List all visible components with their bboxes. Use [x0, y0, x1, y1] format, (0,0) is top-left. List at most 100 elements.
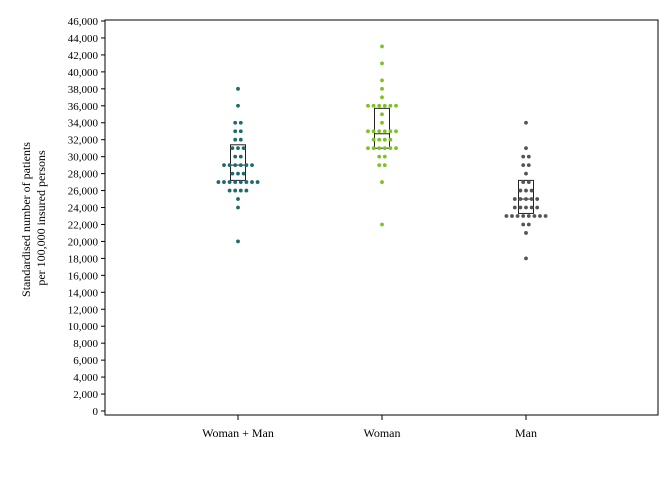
- data-point: [518, 205, 523, 210]
- data-point: [388, 137, 393, 142]
- x-category-label: Woman: [363, 426, 400, 440]
- data-point: [244, 188, 249, 193]
- data-point: [233, 180, 238, 184]
- y-tick-label: 36,000: [68, 101, 99, 113]
- y-tick-label: 14,000: [68, 287, 99, 299]
- data-point: [371, 103, 376, 108]
- data-point: [216, 180, 221, 184]
- data-point: [233, 154, 238, 159]
- data-point: [504, 214, 509, 218]
- y-tick-label: 38,000: [68, 84, 99, 96]
- data-point: [371, 129, 376, 134]
- y-tick-label: 10,000: [68, 321, 99, 333]
- data-point: [377, 137, 382, 142]
- data-point: [230, 171, 235, 176]
- data-point: [227, 188, 232, 193]
- data-point: [394, 103, 398, 108]
- y-tick-label: 46,000: [68, 16, 99, 28]
- data-point: [377, 129, 382, 134]
- data-point: [238, 120, 243, 125]
- data-point: [535, 205, 540, 210]
- data-point: [380, 86, 384, 91]
- x-axis: Woman + Man Woman Man: [202, 415, 537, 440]
- data-point: [380, 78, 384, 83]
- y-tick-label: 30,000: [68, 152, 99, 164]
- data-point: [521, 163, 526, 168]
- data-point: [377, 146, 382, 151]
- data-point: [382, 154, 387, 159]
- data-point: [526, 154, 531, 159]
- data-point: [238, 163, 243, 168]
- data-points: [216, 44, 548, 261]
- data-point: [380, 180, 384, 184]
- data-point: [238, 188, 243, 193]
- data-point: [238, 137, 243, 142]
- data-point: [371, 137, 376, 142]
- data-point: [529, 188, 534, 193]
- data-point: [366, 103, 370, 108]
- y-tick-label: 22,000: [68, 219, 99, 231]
- data-point: [380, 61, 384, 66]
- data-point: [532, 214, 537, 218]
- y-tick-label: 42,000: [68, 50, 99, 62]
- y-axis-title: Standardised number of patients per 100,…: [19, 139, 48, 297]
- data-point: [535, 197, 540, 201]
- data-point: [371, 146, 376, 151]
- data-point: [230, 146, 235, 151]
- data-point: [380, 95, 384, 100]
- y-axis-title-line-1: Standardised number of patients: [19, 142, 33, 297]
- data-point: [382, 146, 387, 151]
- data-point: [244, 163, 249, 168]
- data-point: [524, 205, 528, 210]
- data-point: [524, 146, 528, 151]
- data-point: [238, 180, 243, 184]
- data-point: [524, 171, 528, 176]
- data-point: [526, 180, 531, 184]
- data-point: [538, 214, 542, 218]
- data-point: [236, 171, 240, 176]
- data-point: [524, 120, 528, 125]
- iqr-box: [374, 107, 390, 149]
- data-point: [382, 163, 387, 168]
- y-tick-label: 16,000: [68, 270, 99, 282]
- data-point: [222, 180, 226, 184]
- y-tick-label: 40,000: [68, 67, 99, 79]
- y-tick-label: 2,000: [73, 389, 98, 401]
- y-tick-label: 18,000: [68, 253, 99, 265]
- data-point: [377, 163, 382, 168]
- data-point: [233, 129, 238, 134]
- data-point: [526, 163, 531, 168]
- data-point: [233, 137, 238, 142]
- data-point: [394, 129, 398, 134]
- y-tick-label: 4,000: [73, 372, 98, 384]
- data-point: [380, 44, 384, 49]
- data-point: [227, 180, 232, 184]
- data-point: [524, 231, 528, 235]
- data-point: [518, 197, 523, 201]
- data-point: [233, 163, 238, 168]
- y-tick-label: 20,000: [68, 236, 99, 248]
- y-tick-label: 0: [93, 406, 99, 418]
- data-point: [382, 137, 387, 142]
- data-point: [255, 180, 260, 184]
- data-point: [238, 154, 243, 159]
- y-tick-label: 34,000: [68, 118, 99, 130]
- data-point: [236, 205, 240, 210]
- data-point: [380, 222, 384, 227]
- data-point: [236, 239, 240, 244]
- data-point: [380, 120, 384, 125]
- data-point: [244, 180, 249, 184]
- data-point: [512, 197, 517, 201]
- y-tick-label: 28,000: [68, 169, 99, 181]
- data-point: [524, 188, 528, 193]
- data-point: [521, 154, 526, 159]
- data-point: [241, 171, 246, 176]
- data-point: [377, 154, 382, 159]
- y-tick-label: 12,000: [68, 304, 99, 316]
- y-tick-label: 44,000: [68, 33, 99, 45]
- y-tick-label: 26,000: [68, 186, 99, 198]
- y-tick-label: 8,000: [73, 338, 98, 350]
- y-axis: 0 2,000 4,000 6,000 8,000 10,000 12,000 14,000 1…: [68, 16, 105, 418]
- data-point: [233, 120, 238, 125]
